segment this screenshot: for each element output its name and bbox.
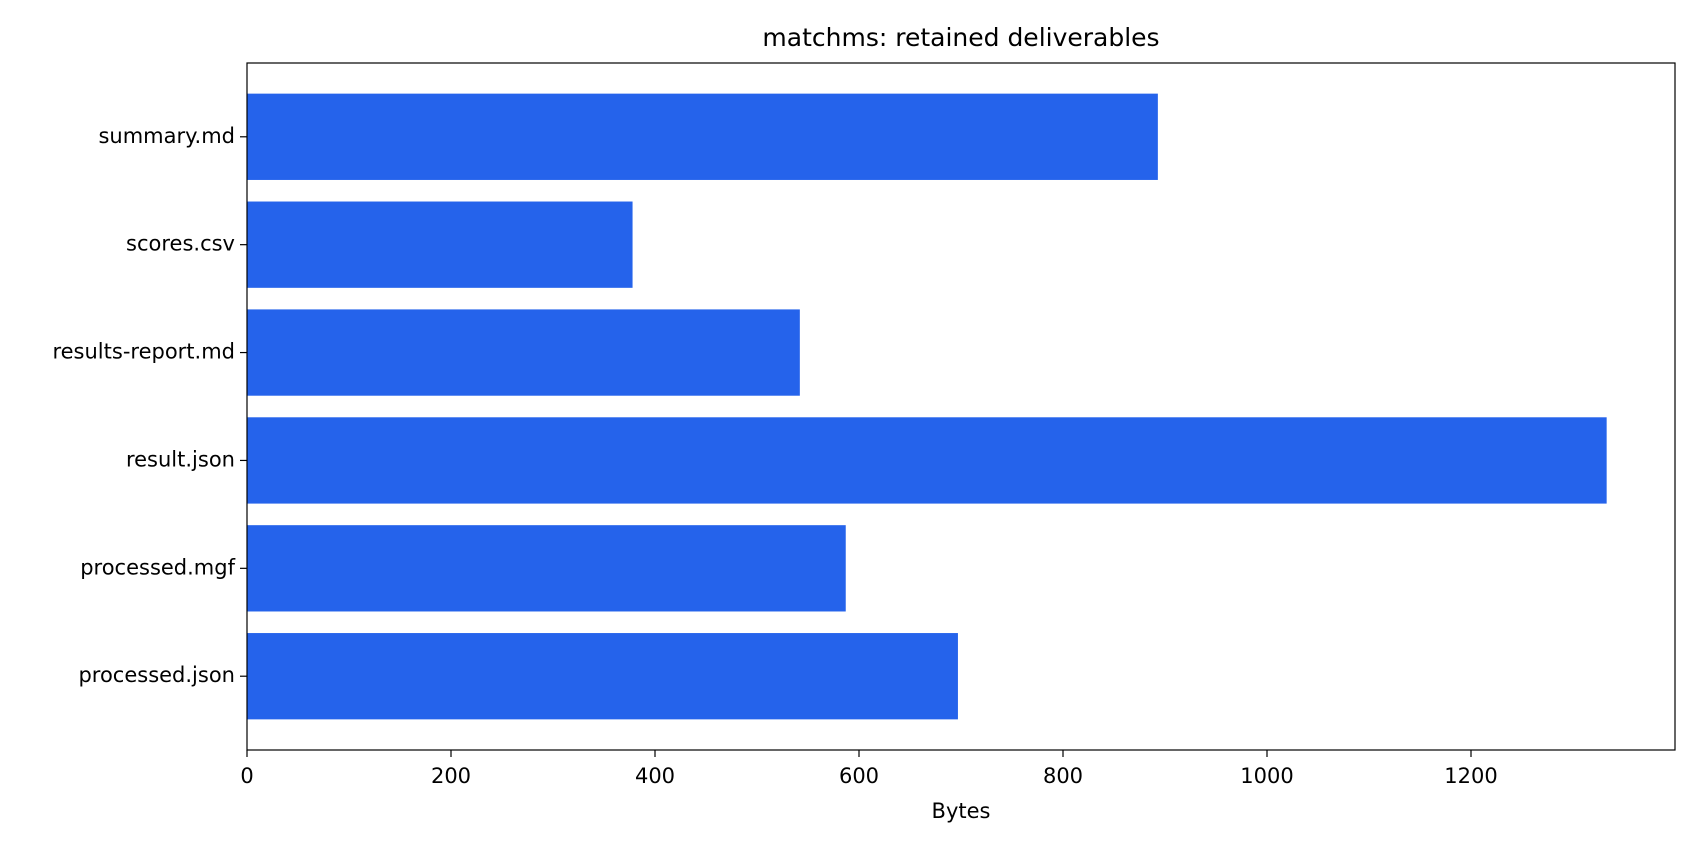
bar — [247, 525, 846, 612]
bar — [247, 309, 800, 396]
x-tick-label: 200 — [431, 764, 471, 788]
bar — [247, 417, 1607, 504]
plot-frame — [246, 62, 1676, 751]
bar — [247, 633, 958, 720]
bar — [247, 93, 1158, 180]
x-tick-label: 800 — [1043, 764, 1083, 788]
y-tick-label: summary.md — [98, 124, 235, 148]
y-tick-label: results-report.md — [52, 340, 235, 364]
y-tick-label: processed.json — [78, 663, 235, 687]
chart-title: matchms: retained deliverables — [762, 23, 1159, 52]
y-tick-label: scores.csv — [126, 232, 235, 256]
bar — [247, 201, 633, 288]
x-axis-label: Bytes — [932, 799, 991, 823]
x-tick-label: 1200 — [1444, 764, 1497, 788]
y-tick-label: processed.mgf — [80, 555, 235, 579]
y-tick-label: result.json — [126, 447, 235, 471]
x-tick-label: 600 — [839, 764, 879, 788]
x-tick-label: 400 — [635, 764, 675, 788]
x-tick-label: 1000 — [1240, 764, 1293, 788]
x-tick-label: 0 — [240, 764, 253, 788]
